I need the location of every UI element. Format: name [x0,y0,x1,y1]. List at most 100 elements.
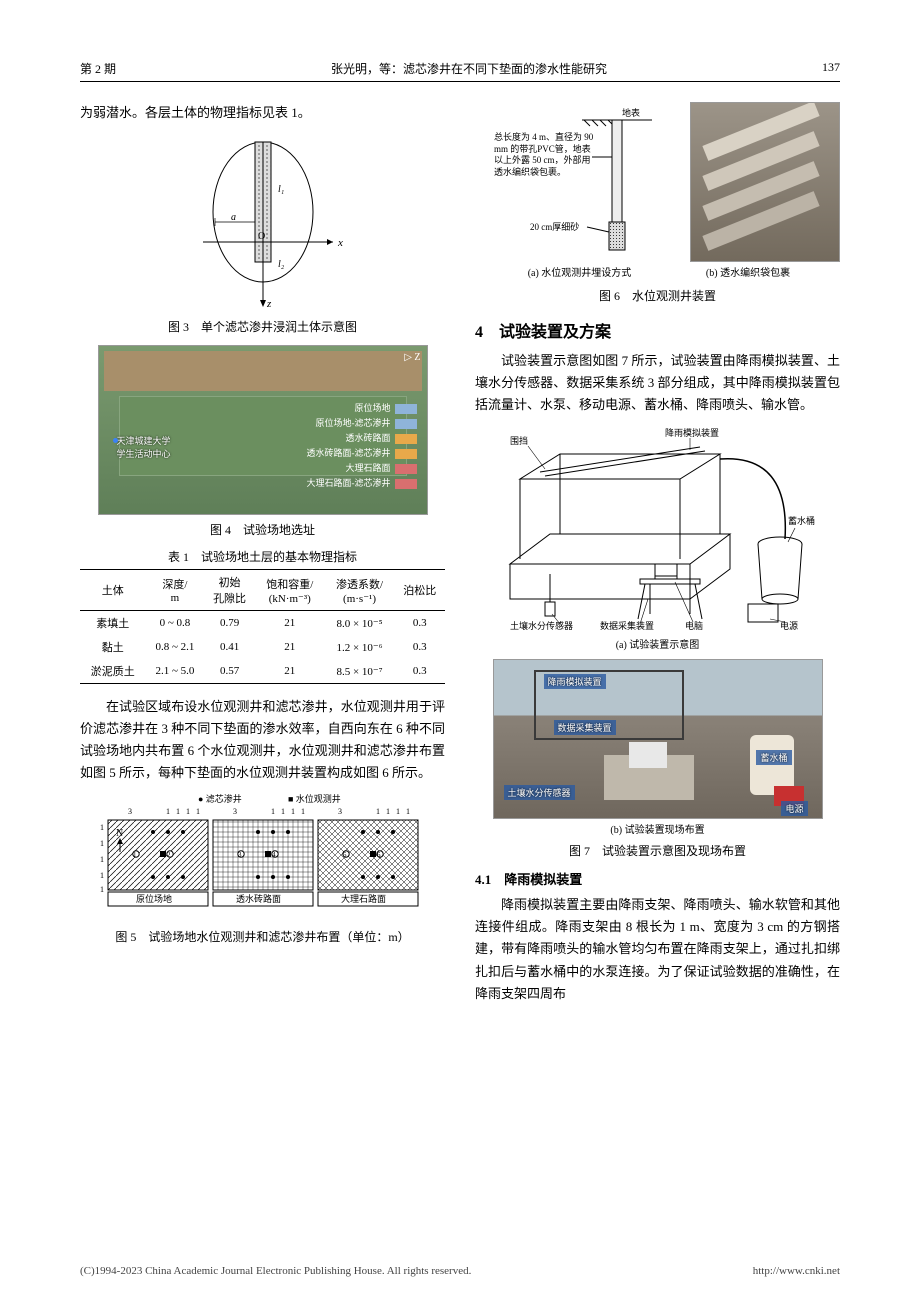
svg-text:1: 1 [281,807,285,816]
svg-text:3: 3 [128,807,132,816]
table-row: 素填土0 ~ 0.80.79218.0 × 10⁻⁵0.3 [80,611,445,636]
svg-text:电脑: 电脑 [685,620,703,631]
svg-text:3: 3 [238,851,242,859]
figure-7b: 降雨模拟装置 数据采集装置 蓄水桶 土壤水分传感器 电源 (b) 试验装置现场布… [475,659,840,859]
svg-text:原位场地: 原位场地 [136,893,172,904]
intro-text: 为弱潜水。各层土体的物理指标见表 1。 [80,102,445,124]
svg-text:● 滤芯渗井: ● 滤芯渗井 [198,793,242,804]
svg-text:a: a [231,212,236,223]
svg-text:1: 1 [271,807,275,816]
fig6-caption: 图 6 水位观测井装置 [475,287,840,304]
table-row: 淤泥质土2.1 ~ 5.00.57218.5 × 10⁻⁷0.3 [80,659,445,684]
svg-text:1: 1 [406,807,410,816]
left-column: 为弱潜水。各层土体的物理指标见表 1。 x z O [80,102,445,1013]
subsection41-para: 降雨模拟装置主要由降雨支架、降雨喷头、输水软管和其他连接件组成。降雨支架由 8 … [475,894,840,1004]
compass: Z [414,352,420,363]
page-number: 137 [822,60,840,77]
svg-text:围挡: 围挡 [510,435,528,446]
fig7-caption: 图 7 试验装置示意图及现场布置 [475,842,840,859]
svg-text:1: 1 [376,807,380,816]
fig4-caption: 图 4 试验场地选址 [80,521,445,538]
svg-text:1: 1 [100,823,104,832]
svg-text:1: 1 [186,807,190,816]
running-title: 张光明，等：滤芯渗井在不同下垫面的渗水性能研究 [331,60,607,77]
figure-4: ▷ Z 天津城建大学学生活动中心 原位场地 原位场地-滤芯渗井 透水砖路面 透水… [80,345,445,538]
footer-url: http://www.cnki.net [753,1265,840,1277]
svg-text:土壤水分传感器: 土壤水分传感器 [510,620,573,631]
l-c3a: 大理石路面 [345,463,390,473]
fig5-caption: 图 5 试验场地水位观测井和滤芯渗井布置（单位：m） [80,928,445,945]
fig6b-sub: (b) 透水编织袋包裹 [673,264,823,279]
svg-text:数据采集装置: 数据采集装置 [600,620,654,631]
svg-text:蓄水桶: 蓄水桶 [788,515,815,526]
l-site: 原位场地 [354,403,390,413]
table1-title: 表 1 试验场地土层的基本物理指标 [80,548,445,565]
table-row: 黏土0.8 ~ 2.10.41211.2 × 10⁻⁶0.3 [80,635,445,659]
svg-text:1: 1 [291,807,295,816]
svg-text:地表: 地表 [622,107,640,118]
svg-text:N: N [116,828,123,839]
svg-text:1: 1 [100,839,104,848]
l-r2: 透水砖路面-滤芯渗井 [307,448,391,458]
svg-text:1: 1 [133,851,137,859]
svg-text:1: 1 [301,807,305,816]
fig3-caption: 图 3 单个滤芯渗井浸润土体示意图 [80,318,445,335]
svg-text:1: 1 [100,885,104,894]
section4-para1: 试验装置示意图如图 7 所示，试验装置由降雨模拟装置、土壤水分传感器、数据采集系… [475,350,840,416]
svg-text:1: 1 [166,807,170,816]
svg-text:x: x [337,237,343,249]
l-r3: 大理石路面-滤芯渗井 [307,478,391,488]
table-header: 深度/m [146,570,205,611]
table-header: 饱和容重/(kN·m⁻³) [255,570,325,611]
fig7a-sub: (a) 试验装置示意图 [475,636,840,651]
table-1: 土体深度/m初始孔隙比饱和容重/(kN·m⁻³)渗透系数/(m·s⁻¹)泊松比 … [80,569,445,684]
svg-text:2: 2 [167,851,171,859]
svg-text:6: 6 [377,851,381,859]
svg-text:降雨模拟装置: 降雨模拟装置 [665,427,719,438]
fig4-center-label: 天津城建大学学生活动中心 [117,434,171,460]
right-column: 地表 总长度为 4 m、直径为 90 mm 的带孔PVC管，地表以上外露 50 … [475,102,840,1013]
para-layout: 在试验区域布设水位观测井和滤芯渗井，水位观测井用于评价滤芯渗井在 3 种不同下垫… [80,696,445,784]
issue-number: 第 2 期 [80,60,116,77]
l-r1: 原位场地-滤芯渗井 [316,418,391,428]
figure-3: x z O a l₁ l₂ 图 3 单个滤芯渗井浸润土体示意图 [80,132,445,335]
svg-text:1: 1 [100,855,104,864]
svg-text:O: O [258,231,265,242]
pl-rain: 降雨模拟装置 [544,674,606,689]
section-4-title: 4 试验装置及方案 [475,318,840,342]
table-header: 初始孔隙比 [204,570,255,611]
svg-text:1: 1 [396,807,400,816]
svg-text:1: 1 [176,807,180,816]
fig6a-sub: (a) 水位观测井埋设方式 [492,264,667,279]
pl-bucket: 蓄水桶 [756,750,791,765]
page-footer: (C)1994-2023 China Academic Journal Elec… [80,1265,840,1277]
svg-text:1: 1 [386,807,390,816]
figure-6: 地表 总长度为 4 m、直径为 90 mm 的带孔PVC管，地表以上外露 50 … [475,102,840,262]
page-header: 第 2 期 张光明，等：滤芯渗井在不同下垫面的渗水性能研究 137 [80,60,840,82]
figure-5: ● 滤芯渗井 ■ 水位观测井 31111 31111 31111 [80,792,445,945]
svg-text:大理石路面: 大理石路面 [341,893,386,904]
table-header: 泊松比 [394,570,445,611]
figure-7a: 围挡 降雨模拟装置 蓄水桶 土壤水分传感器 数据采集装置 电脑 电源 (a) 试… [475,424,840,651]
svg-text:3: 3 [338,807,342,816]
svg-text:20 cm厚细砂: 20 cm厚细砂 [530,221,579,232]
l-c2a: 透水砖路面 [345,433,390,443]
pl-sensor: 土壤水分传感器 [504,785,575,800]
pl-daq: 数据采集装置 [554,720,616,735]
svg-text:4: 4 [272,851,276,859]
pl-power: 电源 [781,801,807,816]
svg-text:5: 5 [343,851,347,859]
svg-text:1: 1 [100,871,104,880]
svg-text:1: 1 [196,807,200,816]
subsection-4-1: 4.1 降雨模拟装置 [475,869,840,888]
table-header: 土体 [80,570,146,611]
svg-text:透水砖路面: 透水砖路面 [236,893,281,904]
svg-text:l₂: l₂ [278,259,285,270]
svg-text:■ 水位观测井: ■ 水位观测井 [288,793,341,804]
footer-copyright: (C)1994-2023 China Academic Journal Elec… [80,1265,471,1277]
svg-text:l₁: l₁ [278,184,284,195]
svg-text:z: z [266,298,272,310]
fig7b-sub: (b) 试验装置现场布置 [475,821,840,836]
svg-text:3: 3 [233,807,237,816]
fig6-desc: 总长度为 4 m、直径为 90 mm 的带孔PVC管，地表以上外露 50 cm，… [494,132,594,179]
